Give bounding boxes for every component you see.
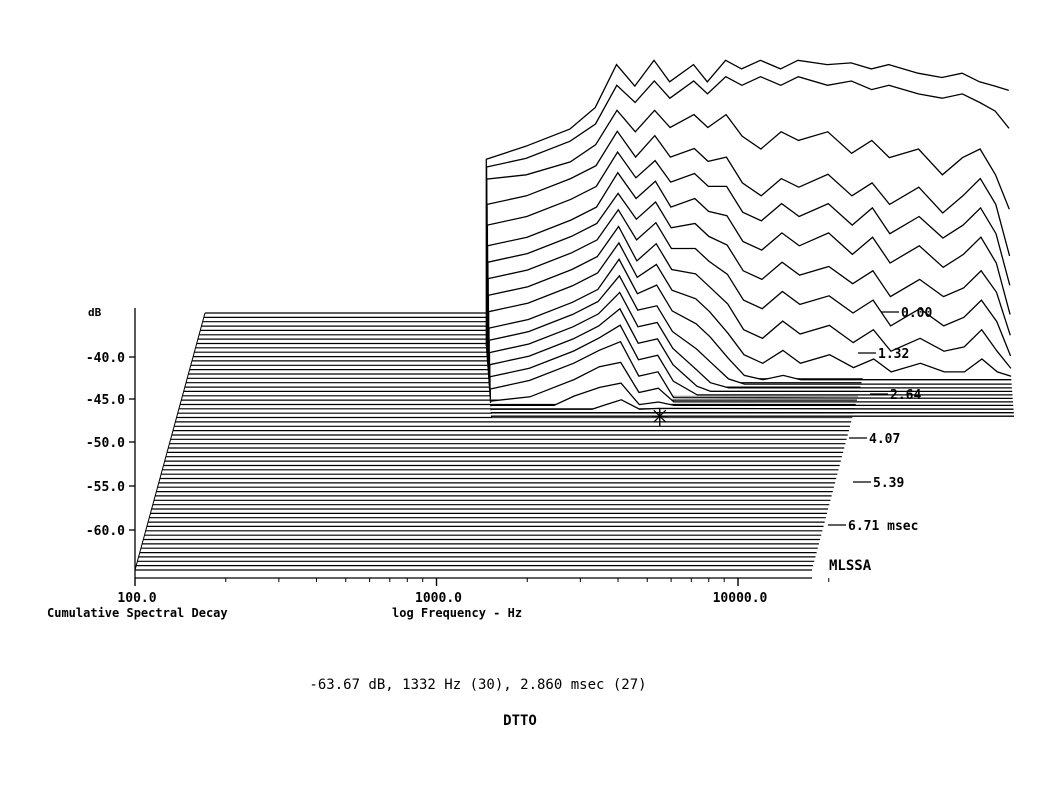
time-tick-label: 6.71 msec xyxy=(848,519,918,534)
decay-slice xyxy=(490,412,1014,414)
time-tick-label: 4.07 xyxy=(869,432,900,447)
decay-slice xyxy=(486,109,1010,353)
decay-slice xyxy=(487,192,1011,368)
decay-slice xyxy=(490,382,1014,407)
decay-slice xyxy=(487,208,1012,371)
decay-slice xyxy=(490,415,1014,418)
cursor-marker xyxy=(651,408,668,427)
decay-slice xyxy=(486,171,1011,364)
x-tick-label: 100.0 xyxy=(117,591,156,606)
decay-slice xyxy=(488,241,1012,379)
caption: DTTO xyxy=(503,713,537,729)
software-label: MLSSA xyxy=(829,558,872,574)
decay-slice xyxy=(485,75,1010,350)
decay-slice xyxy=(486,150,1011,361)
decay-slice xyxy=(489,361,1013,403)
decay-slice xyxy=(486,130,1011,357)
time-tick-label: 0.00 xyxy=(901,306,932,321)
decay-slice xyxy=(488,291,1012,389)
cursor-readout: -63.67 dB, 1332 Hz (30), 2.860 msec (27) xyxy=(309,677,646,693)
decay-slice xyxy=(488,258,1012,382)
time-tick-label: 5.39 xyxy=(873,476,904,491)
x-tick-label: 1000.0 xyxy=(415,591,462,606)
decay-slice xyxy=(489,340,1013,400)
decay-slice xyxy=(487,225,1012,375)
axes: -40.0 -45.0 -50.0 -55.0 -60.0 100.0 1000.0 1000… xyxy=(86,306,933,606)
floor-left-edge xyxy=(134,312,206,571)
chart-title: Cumulative Spectral Decay xyxy=(47,606,228,620)
decay-slice xyxy=(489,307,1013,393)
x-axis-label: log Frequency - Hz xyxy=(392,606,522,620)
y-axis-label: dB xyxy=(88,306,102,319)
decay-slice xyxy=(488,274,1012,386)
y-tick-label: -40.0 xyxy=(86,351,125,366)
x-tick-label: 10000.0 xyxy=(713,591,768,606)
y-tick-label: -50.0 xyxy=(86,436,125,451)
decay-slice xyxy=(489,324,1013,396)
decay-slice xyxy=(485,59,1009,346)
decay-slice xyxy=(490,399,1014,411)
y-tick-label: -55.0 xyxy=(86,480,125,495)
slice-mask xyxy=(491,399,1014,411)
time-tick-label: 1.32 xyxy=(878,347,909,362)
time-tick-label: 2.64 xyxy=(890,388,921,403)
y-tick-label: -45.0 xyxy=(86,393,125,408)
decay-slices xyxy=(485,59,1015,427)
y-tick-label: -60.0 xyxy=(86,524,125,539)
